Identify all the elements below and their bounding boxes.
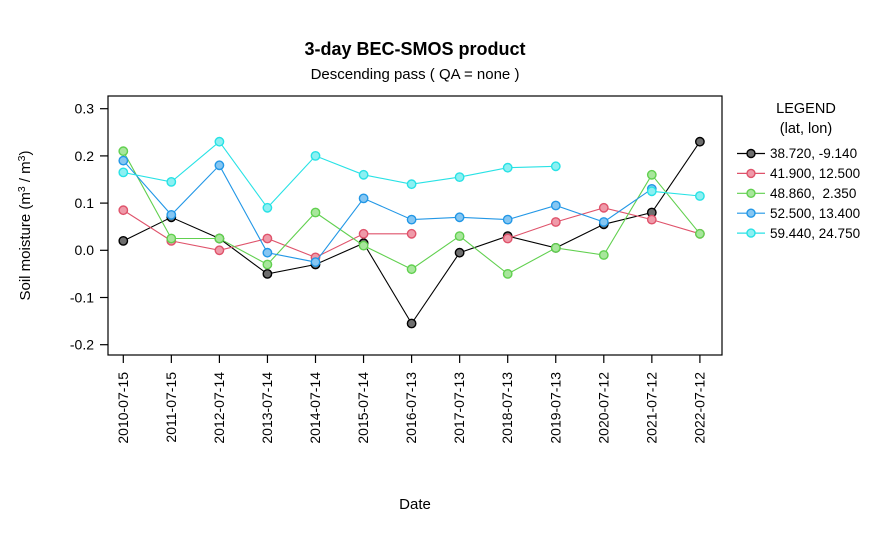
x-tick-label: 2019-07-13 bbox=[547, 372, 563, 444]
legend-marker-dot bbox=[746, 168, 756, 179]
series-2 bbox=[118, 146, 705, 279]
data-point bbox=[262, 233, 273, 244]
data-point bbox=[646, 186, 657, 197]
series-3 bbox=[118, 155, 657, 267]
x-tick-label: 2012-07-14 bbox=[211, 372, 227, 444]
data-point bbox=[166, 233, 177, 244]
plot-box bbox=[107, 95, 723, 356]
legend-entry-label: 48.860, 2.350 bbox=[770, 186, 856, 201]
legend-marker-dot bbox=[746, 228, 756, 238]
data-point bbox=[118, 155, 129, 166]
chart-legend: LEGEND (lat, lon) 38.720, -9.140 41.900, … bbox=[737, 101, 860, 241]
x-tick-label: 2014-07-14 bbox=[307, 372, 323, 444]
legend-marker-dot bbox=[746, 188, 756, 199]
data-point bbox=[118, 167, 129, 178]
data-point bbox=[262, 202, 273, 213]
data-point bbox=[406, 318, 417, 329]
data-point bbox=[550, 217, 561, 227]
x-tick-label: 2020-07-12 bbox=[595, 372, 611, 444]
data-point bbox=[214, 233, 225, 244]
data-point bbox=[550, 242, 561, 253]
legend-entry-label: 52.500, 13.400 bbox=[770, 206, 860, 221]
data-point bbox=[118, 235, 129, 246]
data-point bbox=[502, 214, 513, 225]
legend-subtitle: (lat, lon) bbox=[780, 121, 832, 137]
data-point bbox=[262, 268, 273, 279]
data-point bbox=[598, 202, 609, 213]
data-point bbox=[502, 162, 513, 173]
legend-marker-dot bbox=[746, 208, 756, 218]
chart-subtitle: Descending pass ( QA = none ) bbox=[311, 66, 520, 83]
x-tick-label: 2013-07-14 bbox=[259, 372, 275, 444]
data-point bbox=[358, 169, 369, 180]
y-tick-label: 0.2 bbox=[75, 148, 95, 164]
y-tick-label: 0.0 bbox=[75, 242, 95, 258]
data-point bbox=[646, 214, 657, 225]
data-point bbox=[695, 136, 705, 147]
data-point bbox=[358, 193, 369, 204]
y-tick-label: 0.1 bbox=[75, 195, 95, 211]
data-point bbox=[310, 207, 321, 218]
data-point bbox=[695, 228, 705, 239]
data-point bbox=[598, 250, 609, 260]
data-point bbox=[406, 214, 417, 225]
data-point bbox=[214, 136, 225, 147]
data-point bbox=[118, 146, 129, 157]
y-tick-label: 0.3 bbox=[75, 101, 95, 117]
data-point bbox=[262, 247, 273, 258]
x-tick-label: 2017-07-13 bbox=[451, 372, 467, 444]
data-point bbox=[262, 259, 273, 270]
data-point bbox=[502, 268, 513, 279]
series-4 bbox=[118, 136, 705, 213]
x-tick-label: 2021-07-12 bbox=[643, 372, 659, 444]
x-tick-label: 2015-07-14 bbox=[355, 372, 371, 444]
data-series-layer bbox=[118, 136, 705, 329]
legend-title: LEGEND bbox=[776, 101, 836, 117]
y-axis-ticks: 0.3 0.2 0.1 0.0 -0.1 -0.2 bbox=[70, 101, 108, 353]
data-point bbox=[406, 228, 417, 239]
x-axis-ticks: 2010-07-15 2011-07-15 2012-07-14 2013-07-14… bbox=[115, 355, 707, 444]
data-point bbox=[310, 257, 321, 267]
data-point bbox=[214, 160, 225, 171]
x-axis-label: Date bbox=[399, 496, 431, 513]
data-point bbox=[454, 212, 465, 223]
y-axis-label: Soil moisture (m3 / m3) bbox=[16, 150, 34, 300]
data-point bbox=[598, 217, 609, 227]
data-point bbox=[214, 245, 225, 256]
data-point bbox=[406, 179, 417, 190]
data-point bbox=[454, 231, 465, 242]
data-point bbox=[166, 209, 177, 220]
data-point bbox=[310, 150, 321, 161]
x-tick-label: 2010-07-15 bbox=[115, 372, 131, 444]
legend-marker-dot bbox=[746, 148, 756, 159]
data-point bbox=[358, 240, 369, 251]
data-point bbox=[550, 161, 561, 172]
data-point bbox=[646, 169, 657, 180]
legend-entry-label: 59.440, 24.750 bbox=[770, 226, 860, 241]
x-tick-label: 2011-07-15 bbox=[163, 372, 179, 443]
data-point bbox=[454, 172, 465, 183]
y-tick-label: -0.1 bbox=[70, 289, 94, 305]
series-line bbox=[122, 150, 701, 275]
data-point bbox=[454, 247, 465, 258]
data-point bbox=[502, 233, 513, 244]
chart-title: 3-day BEC-SMOS product bbox=[304, 39, 525, 59]
data-point bbox=[406, 264, 417, 275]
series-line bbox=[123, 140, 700, 209]
data-point bbox=[118, 205, 129, 216]
y-tick-label: -0.2 bbox=[70, 337, 94, 353]
x-tick-label: 2016-07-13 bbox=[403, 372, 419, 444]
x-tick-label: 2022-07-12 bbox=[691, 372, 707, 444]
data-point bbox=[166, 176, 177, 187]
x-tick-label: 2018-07-13 bbox=[499, 372, 515, 444]
data-point bbox=[550, 200, 561, 211]
data-point bbox=[358, 228, 369, 239]
series-line bbox=[122, 160, 653, 263]
legend-entry-label: 41.900, 12.500 bbox=[770, 166, 860, 181]
data-point bbox=[695, 191, 705, 201]
legend-entries: 38.720, -9.140 41.900, 12.500 48.860, 2.35… bbox=[737, 146, 860, 241]
legend-entry-label: 38.720, -9.140 bbox=[770, 146, 857, 161]
